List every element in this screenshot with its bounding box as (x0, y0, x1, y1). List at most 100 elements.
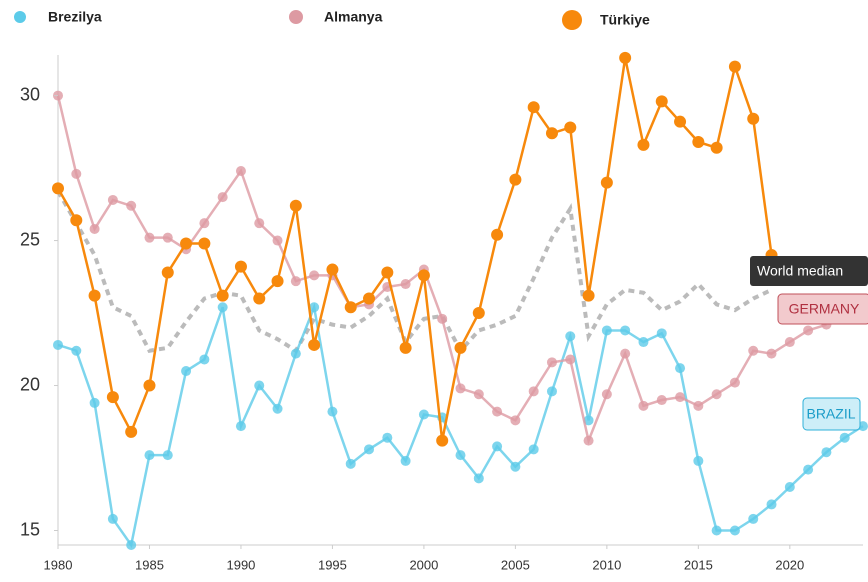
data-point (126, 540, 137, 550)
data-point (583, 435, 594, 446)
y-tick-label: 25 (20, 229, 40, 249)
data-point (88, 289, 101, 302)
data-point (217, 302, 228, 313)
data-point (803, 325, 814, 336)
data-point (309, 270, 320, 281)
x-tick-label: 1985 (135, 557, 164, 572)
data-point (582, 289, 595, 302)
data-point (711, 525, 722, 536)
data-point (528, 444, 539, 455)
data-point (839, 432, 850, 443)
data-point (144, 232, 155, 243)
legend-marker (562, 10, 582, 30)
data-point (455, 383, 466, 394)
legend-label: Almanya (324, 9, 383, 25)
data-point (199, 218, 210, 229)
data-point (289, 199, 302, 212)
data-point (637, 138, 650, 151)
data-point (418, 409, 429, 420)
legend-marker (289, 10, 303, 24)
data-point (638, 337, 649, 348)
data-point (784, 482, 795, 493)
x-tick-label: 1995 (318, 557, 347, 572)
data-point (675, 363, 686, 374)
data-point (181, 366, 192, 377)
legend-label: Brezilya (48, 9, 102, 25)
data-point (125, 425, 138, 438)
data-point (546, 357, 557, 368)
data-point (472, 307, 485, 320)
data-point (326, 263, 339, 276)
x-tick-label: 2020 (775, 557, 804, 572)
data-point (364, 444, 375, 455)
data-point (309, 302, 320, 313)
data-point (254, 218, 265, 229)
data-point (272, 235, 283, 246)
data-point (711, 389, 722, 400)
data-point (656, 328, 667, 339)
data-point (784, 337, 795, 348)
data-point (693, 455, 704, 466)
data-point (400, 279, 411, 290)
data-point (729, 377, 740, 388)
data-point (510, 461, 521, 472)
data-point (52, 182, 64, 195)
data-point (600, 176, 613, 189)
data-point (290, 276, 301, 287)
data-point (382, 432, 393, 443)
y-tick-label: 30 (20, 84, 40, 104)
x-tick-label: 2005 (501, 557, 530, 572)
data-point (491, 228, 504, 241)
brazil-label-box (802, 397, 861, 431)
data-point (399, 341, 412, 354)
data-point (89, 397, 100, 408)
data-point (638, 400, 649, 411)
data-point (216, 289, 229, 302)
plot-area (52, 51, 868, 550)
series-line (56, 57, 773, 441)
data-point (748, 345, 759, 356)
data-point (728, 60, 741, 73)
data-point (144, 450, 155, 461)
data-point (327, 406, 338, 417)
data-point (254, 380, 265, 391)
brazil-label: BRAZIL (806, 406, 855, 422)
data-point (692, 135, 705, 148)
data-point (180, 237, 193, 250)
data-point (199, 354, 210, 365)
data-point (492, 441, 503, 452)
y-tick-label: 20 (20, 374, 40, 394)
x-tick-label: 1990 (226, 557, 255, 572)
data-point (437, 313, 448, 324)
x-tick-label: 2000 (409, 557, 438, 572)
data-point (235, 421, 246, 432)
data-point (70, 214, 83, 227)
data-point (234, 260, 247, 273)
data-point (198, 237, 211, 250)
data-point (693, 400, 704, 411)
data-point (235, 165, 246, 176)
data-point (143, 379, 156, 392)
data-point (803, 464, 814, 475)
data-point (620, 348, 631, 359)
tooltip-text: World median (757, 263, 843, 279)
data-point (546, 386, 557, 397)
data-point (565, 354, 576, 365)
data-point (106, 391, 119, 404)
data-point (510, 415, 521, 426)
data-point (308, 338, 321, 351)
data-point (527, 101, 540, 114)
data-point (436, 434, 449, 447)
data-point (253, 292, 266, 305)
median-line (56, 190, 773, 355)
data-point (601, 389, 612, 400)
data-point (601, 325, 612, 336)
data-point (417, 269, 430, 282)
germany-label: GERMANY (789, 301, 860, 317)
legend-label: Türkiye (600, 12, 650, 28)
data-point (729, 525, 740, 536)
data-point (400, 455, 411, 466)
data-point (473, 473, 484, 484)
data-point (162, 232, 173, 243)
